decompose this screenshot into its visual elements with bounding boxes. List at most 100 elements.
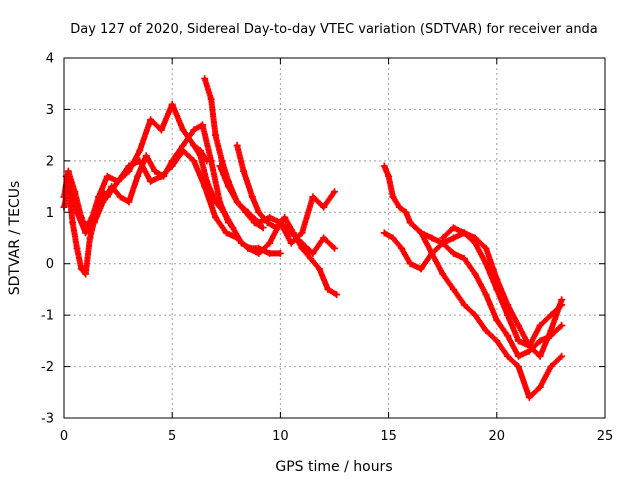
data-point — [320, 203, 328, 211]
data-point — [450, 285, 458, 293]
series-7 — [190, 141, 284, 257]
y-tick-label: -3 — [41, 412, 54, 427]
y-tick-label: 2 — [46, 154, 54, 169]
data-point — [460, 301, 468, 309]
x-axis-label: GPS time / hours — [275, 459, 392, 475]
data-point — [248, 193, 256, 201]
data-point — [233, 141, 241, 149]
data-point — [380, 229, 388, 237]
data-point — [450, 224, 458, 232]
data-point — [179, 126, 187, 134]
x-tick-label: 0 — [60, 429, 68, 444]
data-point — [504, 301, 512, 309]
data-point — [255, 244, 263, 252]
data-point — [558, 296, 566, 304]
data-point — [276, 249, 284, 257]
data-point — [331, 244, 338, 252]
data-point — [190, 126, 198, 134]
data-point — [224, 183, 232, 191]
data-point — [504, 332, 512, 340]
data-point — [482, 260, 490, 268]
data-point — [406, 260, 414, 268]
data-point — [493, 275, 501, 283]
plot-frame — [63, 57, 606, 419]
data-point — [493, 316, 501, 324]
data-point — [417, 265, 425, 273]
data-point — [536, 383, 544, 391]
data-point — [69, 219, 77, 227]
data-point — [504, 352, 512, 360]
data-point — [207, 157, 215, 165]
data-point — [536, 352, 544, 360]
data-point — [402, 208, 410, 216]
data-point — [168, 157, 176, 165]
y-axis-label: SDTVAR / TECUs — [7, 181, 23, 296]
y-tick-label: 0 — [46, 257, 54, 272]
data-point — [216, 162, 224, 170]
series-markers — [381, 229, 565, 360]
data-point — [395, 203, 403, 211]
data-point — [259, 224, 267, 232]
data-point — [244, 208, 252, 216]
data-point — [428, 234, 436, 242]
data-point — [136, 147, 144, 155]
data-series — [60, 75, 566, 401]
data-point — [233, 198, 241, 206]
data-point — [307, 255, 315, 263]
data-point — [272, 224, 280, 232]
data-point — [450, 234, 458, 242]
series-3 — [62, 121, 232, 237]
x-tick-label: 15 — [380, 429, 397, 444]
data-point — [547, 363, 555, 371]
y-tick-label: -2 — [41, 360, 54, 375]
data-point — [211, 213, 219, 221]
data-point — [309, 249, 317, 257]
data-point — [298, 244, 306, 252]
y-tick-label: 4 — [46, 52, 54, 67]
series-10 — [406, 219, 566, 401]
chart-title: Day 127 of 2020, Sidereal Day-to-day VTE… — [70, 22, 598, 37]
data-point — [190, 141, 198, 149]
data-point — [229, 224, 237, 232]
data-point — [255, 219, 263, 227]
data-point — [514, 363, 522, 371]
data-point — [482, 291, 490, 299]
data-point — [514, 352, 522, 360]
axis-ticks — [63, 57, 606, 419]
data-point — [331, 188, 338, 196]
x-tick-label: 20 — [489, 429, 506, 444]
data-point — [222, 229, 230, 237]
data-point — [82, 270, 90, 278]
data-point — [309, 193, 317, 201]
data-point — [116, 193, 124, 201]
data-point — [73, 208, 81, 216]
data-point — [547, 327, 555, 335]
data-point — [493, 337, 501, 345]
data-point — [125, 198, 133, 206]
data-point — [73, 244, 81, 252]
y-tick-label: 1 — [46, 206, 54, 221]
data-point — [220, 208, 228, 216]
data-point — [266, 249, 274, 257]
data-point — [536, 337, 544, 345]
y-tick-label: 3 — [46, 103, 54, 118]
data-point — [77, 265, 85, 273]
data-point — [417, 229, 425, 237]
data-point — [558, 352, 566, 360]
data-point — [198, 121, 206, 129]
data-point — [525, 342, 533, 350]
x-tick-label: 25 — [597, 429, 614, 444]
data-point — [276, 219, 284, 227]
data-point — [547, 311, 555, 319]
data-point — [157, 126, 165, 134]
data-point — [147, 116, 155, 124]
data-point — [389, 193, 397, 201]
data-point — [315, 265, 323, 273]
data-point — [406, 219, 414, 227]
data-point — [237, 239, 245, 247]
series-5 — [233, 141, 341, 299]
data-point — [281, 213, 289, 221]
data-point — [108, 183, 116, 191]
axis-tick-labels: 0 5 10 15 20 25 -3 -2 -1 0 1 2 3 4 — [41, 52, 613, 445]
